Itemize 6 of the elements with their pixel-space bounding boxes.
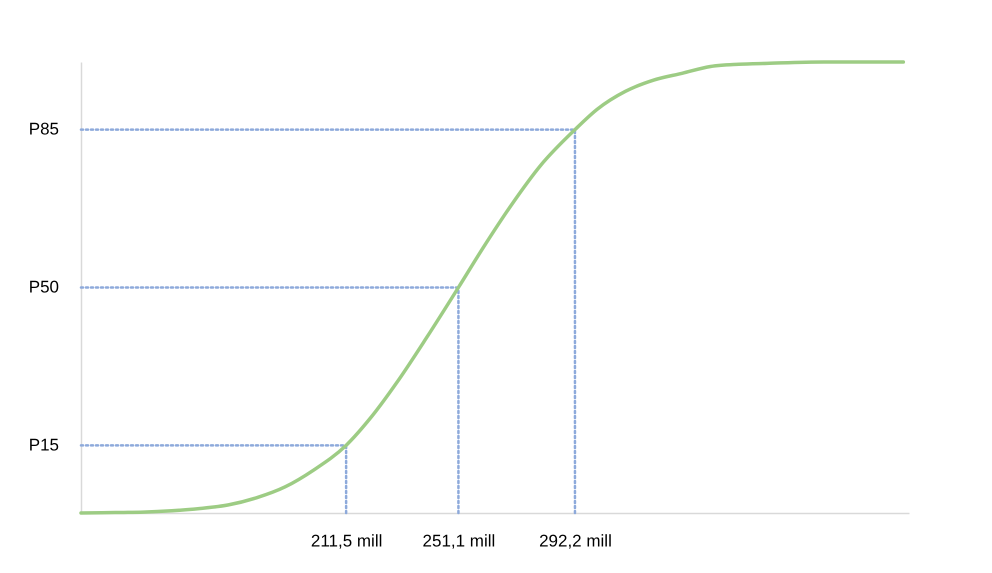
ref-line-label: P15 bbox=[28, 435, 59, 454]
x-tick-label: 211,5 mill bbox=[310, 532, 382, 550]
x-tick-label: 251,1 mill bbox=[422, 532, 496, 550]
ref-line-label: P85 bbox=[28, 120, 59, 139]
x-tick-label: 292,2 mill bbox=[539, 532, 612, 550]
ref-line-label: P50 bbox=[28, 278, 59, 296]
